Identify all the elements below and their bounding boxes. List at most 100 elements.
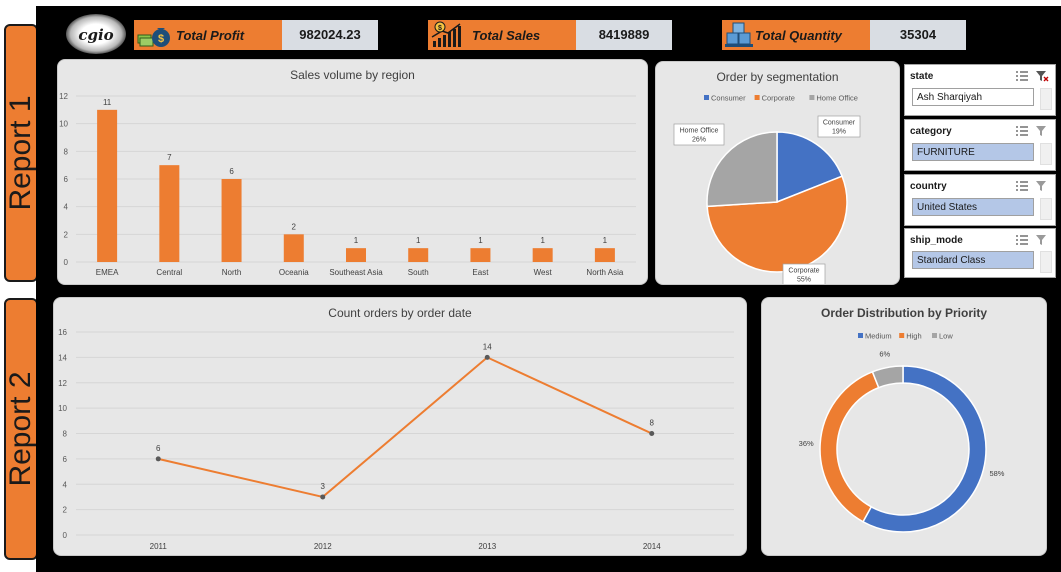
state-slicer[interactable]: state Ash Sharqiyah	[904, 64, 1056, 116]
line-series[interactable]	[158, 356, 653, 499]
bar-north-asia[interactable]	[594, 248, 615, 262]
line-y-tick-label: 6	[63, 455, 68, 464]
pie-slice-home-office[interactable]	[706, 131, 778, 208]
priority-distribution-panel: Order Distribution by Priority Medium Hig…	[761, 297, 1047, 556]
bar-south[interactable]	[408, 248, 429, 262]
state-slicer-item[interactable]: Ash Sharqiyah	[912, 88, 1034, 106]
category-slicer[interactable]: category FURNITURE	[904, 119, 1056, 171]
bar-y-tick-label: 6	[64, 175, 69, 184]
filter-icon[interactable]	[1035, 234, 1049, 246]
ship-mode-slicer[interactable]: ship_mode Standard Class	[904, 228, 1056, 278]
pie-legend-label: Consumer	[711, 94, 746, 103]
state-slicer-scrollbar[interactable]	[1040, 88, 1052, 110]
bar-y-tick-label: 12	[59, 92, 68, 101]
sales-by-region-panel: Sales volume by region 0 2 4 6 8 10 12 11 EMEA 7 C…	[57, 59, 648, 285]
clear-filter-icon[interactable]	[1035, 70, 1049, 82]
donut-slice-high[interactable]	[819, 370, 880, 523]
category-slicer-scrollbar[interactable]	[1040, 143, 1052, 165]
multi-select-icon[interactable]	[1015, 234, 1029, 246]
category-slicer-header: category	[910, 126, 952, 137]
bar-data-label: 1	[354, 236, 359, 245]
line-x-tick-label: 2013	[478, 542, 496, 551]
bar-data-label: 1	[478, 236, 483, 245]
kpi-total-quantity-value: 35304	[870, 20, 966, 50]
donut-legend-swatch	[858, 333, 863, 338]
bar-x-tick-label: West	[534, 268, 553, 277]
kpi-total-profit-label: Total Profit	[176, 28, 245, 43]
orders-by-date-chart: 0 2 4 6 8 10 12 14 16 6 2011 3 2012 14 2013 8 2014	[58, 328, 734, 551]
donut-slice-medium[interactable]	[861, 365, 987, 533]
filter-icon[interactable]	[1035, 180, 1049, 192]
bar-central[interactable]	[159, 165, 180, 262]
sales-by-region-chart: 02468101211EMEA7Central6North2Oceania1So…	[59, 92, 636, 277]
line-data-label: 14	[483, 342, 492, 351]
pie-data-label: Home Office	[680, 128, 719, 135]
country-slicer-item[interactable]: United States	[912, 198, 1034, 216]
ship-mode-slicer-item[interactable]: Standard Class	[912, 251, 1034, 269]
line-y-tick-label: 16	[58, 328, 67, 337]
ship-mode-slicer-scrollbar[interactable]	[1040, 251, 1052, 273]
bar-data-label: 1	[416, 236, 421, 245]
donut-data-label: 36%	[799, 439, 814, 448]
donut-legend-label: Low	[939, 332, 953, 341]
bar-x-tick-label: Central	[156, 268, 182, 277]
line-y-tick-label: 4	[63, 480, 68, 489]
bar-x-tick-label: South	[408, 268, 429, 277]
donut-data-label: 6%	[879, 350, 890, 359]
pie-slice-consumer[interactable]	[776, 131, 844, 204]
pie-callout-box	[817, 115, 861, 138]
bar-y-tick-label: 2	[64, 230, 69, 239]
bar-x-tick-label: Southeast Asia	[329, 268, 383, 277]
report2-tab[interactable]: Report 2	[4, 298, 38, 560]
bar-data-label: 1	[603, 236, 608, 245]
pie-data-label: Corporate	[788, 268, 819, 275]
line-data-label: 8	[650, 419, 655, 428]
category-slicer-item[interactable]: FURNITURE	[912, 143, 1034, 161]
money-bag-icon: $	[137, 28, 170, 47]
bar-data-label: 11	[103, 98, 112, 107]
bar-oceania[interactable]	[283, 234, 304, 262]
bar-x-tick-label: North Asia	[586, 268, 623, 277]
pie-legend-label: Home Office	[816, 94, 858, 103]
line-data-label: 6	[156, 444, 161, 453]
line-point[interactable]	[320, 494, 326, 500]
report1-tab-label: Report 1	[4, 95, 37, 211]
bar-emea[interactable]	[97, 109, 118, 262]
line-point[interactable]	[649, 431, 655, 436]
country-slicer-header: country	[910, 181, 947, 192]
bar-y-tick-label: 10	[59, 120, 68, 129]
pie-data-label: 19%	[832, 129, 846, 136]
order-segmentation-chart: Consumer Corporate Home Office Consumer 19% C…	[673, 94, 861, 284]
bar-north[interactable]	[221, 179, 242, 262]
donut-slice-low[interactable]	[871, 365, 904, 389]
orders-by-date-title: Count orders by order date	[328, 306, 472, 320]
line-x-tick-label: 2012	[314, 542, 332, 551]
ship-mode-slicer-header: ship_mode	[910, 235, 963, 246]
multi-select-icon[interactable]	[1015, 125, 1029, 137]
multi-select-icon[interactable]	[1015, 180, 1029, 192]
line-y-tick-label: 14	[58, 353, 67, 362]
multi-select-icon[interactable]	[1015, 70, 1029, 82]
country-slicer[interactable]: country United States	[904, 174, 1056, 226]
pie-legend-swatch	[704, 95, 709, 100]
line-y-tick-label: 8	[63, 430, 68, 439]
line-y-tick-label: 0	[63, 531, 68, 540]
line-point[interactable]	[155, 456, 161, 462]
donut-legend-label: Medium	[865, 332, 892, 341]
bar-x-tick-label: EMEA	[96, 268, 119, 277]
bar-west[interactable]	[532, 248, 553, 262]
order-segmentation-panel: Order by segmentation Consumer Corporate H…	[655, 61, 900, 285]
filter-icon[interactable]	[1035, 125, 1049, 137]
country-slicer-scrollbar[interactable]	[1040, 198, 1052, 220]
bar-x-tick-label: North	[222, 268, 242, 277]
kpi-total-profit: $ Total Profit	[134, 20, 282, 50]
bar-southeast-asia[interactable]	[346, 248, 366, 262]
report1-tab[interactable]: Report 1	[4, 24, 38, 282]
bar-y-tick-label: 4	[64, 203, 69, 212]
donut-legend-swatch	[932, 333, 937, 338]
pie-callout-box	[782, 263, 826, 284]
priority-distribution-chart: Medium High Low 58% 36% 6%	[799, 332, 1005, 533]
bar-east[interactable]	[470, 248, 491, 262]
line-point[interactable]	[484, 354, 490, 360]
bar-y-tick-label: 0	[64, 258, 69, 267]
